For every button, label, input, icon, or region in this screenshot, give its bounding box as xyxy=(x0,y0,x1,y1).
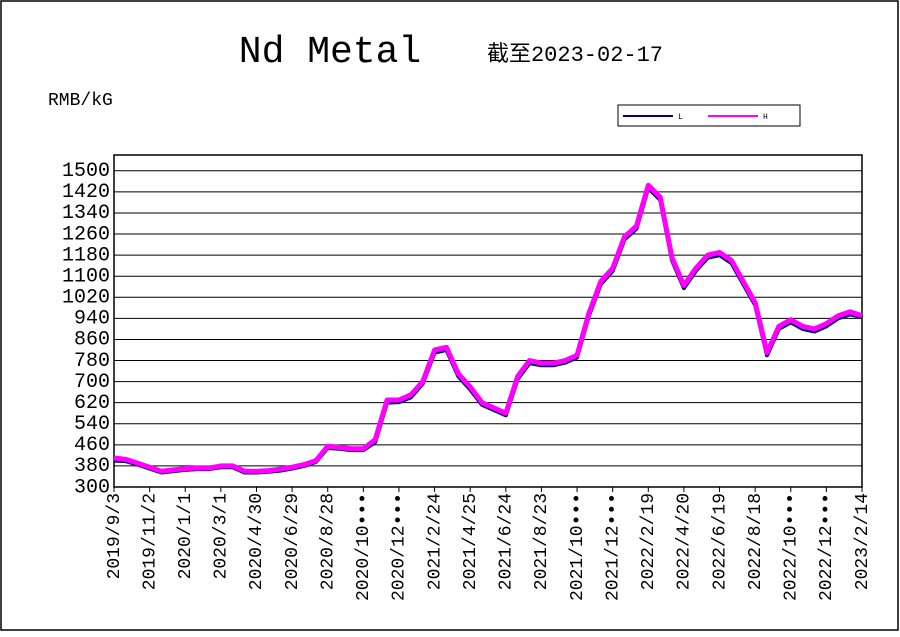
chart-title: Nd Metal xyxy=(239,31,421,74)
x-tick-label: 2020/6/29 xyxy=(283,493,303,590)
series-line xyxy=(113,182,863,474)
chart-subtitle: 截至2023-02-17 xyxy=(487,42,663,68)
y-tick-label: 540 xyxy=(74,413,110,436)
y-tick-label: 620 xyxy=(74,392,110,415)
x-tick-label: 2021/4/25 xyxy=(461,493,481,590)
y-tick-label: 1100 xyxy=(62,265,110,288)
x-tick-label: 2021/8/23 xyxy=(532,493,552,590)
x-tick-label: 2020/12••• xyxy=(390,493,410,601)
x-tick-label: 2022/4/20 xyxy=(675,493,695,590)
x-tick-label: 2021/2/24 xyxy=(425,493,445,590)
y-tick-label: 860 xyxy=(74,329,110,352)
x-tick-label: 2020/10••• xyxy=(354,493,374,601)
y-tick-label: 1420 xyxy=(62,181,110,204)
legend-label: L xyxy=(678,113,683,122)
y-tick-label: 460 xyxy=(74,434,110,457)
y-tick-label: 1340 xyxy=(62,202,110,225)
x-tick-label: 2020/1/1 xyxy=(176,493,196,579)
x-tick-label: 2022/10••• xyxy=(782,493,802,601)
y-tick-label: 780 xyxy=(74,350,110,373)
x-tick-label: 2019/11/2 xyxy=(140,493,160,590)
x-tick-label: 2021/12••• xyxy=(603,493,623,601)
y-tick-label: 1020 xyxy=(62,287,110,310)
legend-label: H xyxy=(763,113,768,122)
y-tick-label: 1500 xyxy=(62,160,110,183)
x-tick-label: 2023/2/14 xyxy=(853,493,873,590)
x-tick-label: 2022/6/19 xyxy=(710,493,730,590)
x-tick-label: 2022/12••• xyxy=(817,493,837,601)
y-tick-label: 1180 xyxy=(62,244,110,267)
x-tick-label: 2022/8/18 xyxy=(746,493,766,590)
y-tick-label: 700 xyxy=(74,371,110,394)
x-tick-label: 2020/8/28 xyxy=(318,493,338,590)
y-tick-label: 1260 xyxy=(62,223,110,246)
x-tick-label: 2020/3/1 xyxy=(212,493,232,579)
y-tick-label: 940 xyxy=(74,308,110,331)
x-tick-label: 2021/10••• xyxy=(568,493,588,601)
x-tick-label: 2020/4/30 xyxy=(247,493,267,590)
plot-area xyxy=(113,154,863,488)
x-tick-label: 2021/6/24 xyxy=(497,493,517,590)
x-tick-label: 2022/2/19 xyxy=(639,493,659,590)
y-tick-label: 380 xyxy=(74,455,110,478)
y-axis-label: RMB/kG xyxy=(48,91,113,111)
y-tick-label: 300 xyxy=(74,476,110,499)
x-tick-label: 2019/9/3 xyxy=(105,493,125,579)
